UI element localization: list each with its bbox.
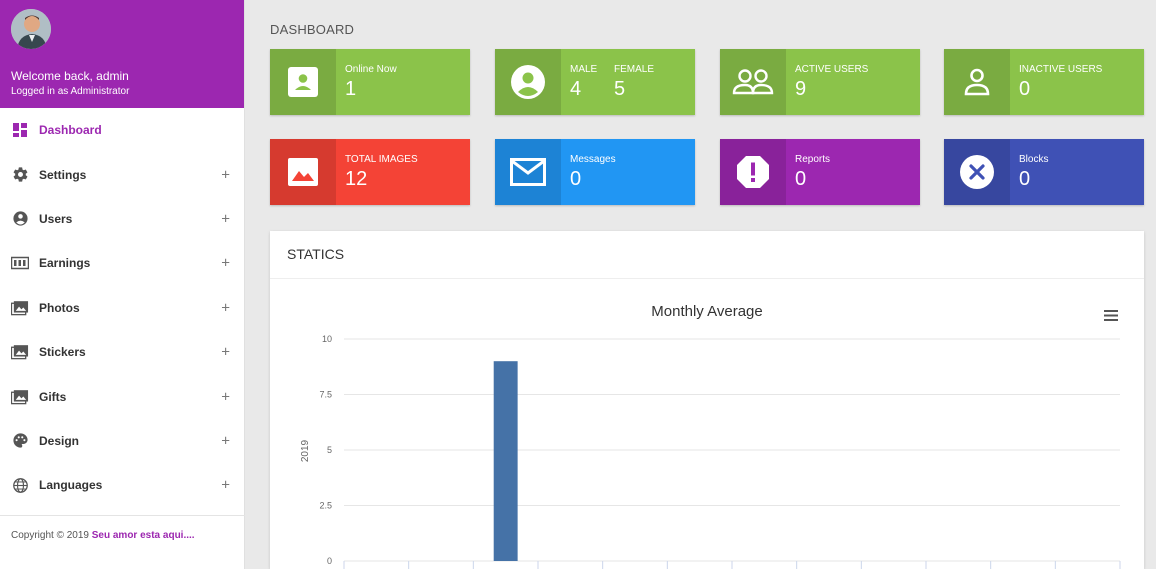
sidebar-item-label: Languages	[39, 478, 103, 493]
sidebar-item-languages[interactable]: Languages +	[0, 463, 244, 507]
sidebar-footer: Copyright © 2019 Seu amor esta aqui....	[0, 515, 245, 555]
money-icon	[11, 254, 29, 272]
sidebar-item-label: Design	[39, 433, 80, 448]
card-reports[interactable]: Reports 0	[720, 139, 920, 205]
expand-icon[interactable]: +	[221, 210, 230, 228]
card-online-now[interactable]: Online Now 1	[270, 49, 470, 115]
expand-icon[interactable]: +	[221, 343, 230, 361]
card-value: 0	[570, 168, 582, 190]
expand-icon[interactable]: +	[221, 166, 230, 184]
y-axis-label: 2019	[300, 439, 311, 462]
sidebar-menu: Dashboard Settings + Users + Earnings +	[0, 108, 244, 508]
card-label: Messages	[570, 154, 616, 165]
avatar[interactable]	[11, 9, 51, 49]
chart-container: Monthly Average 2019 0 2.5 5 7.5 10	[270, 279, 1144, 569]
y-tick-label: 2.5	[319, 501, 332, 511]
sidebar-item-label: Dashboard	[39, 123, 102, 138]
user-card-icon	[270, 49, 336, 115]
sidebar-item-design[interactable]: Design +	[0, 419, 244, 463]
brand-link[interactable]: Seu amor esta aqui....	[91, 530, 195, 541]
expand-icon[interactable]: +	[221, 388, 230, 406]
card-label: ACTIVE USERS	[795, 64, 869, 75]
card-value: 1	[345, 78, 357, 100]
sidebar-item-label: Photos	[39, 300, 80, 315]
sidebar-item-label: Stickers	[39, 345, 86, 360]
photos-icon	[11, 388, 29, 406]
sidebar-item-label: Gifts	[39, 389, 67, 404]
sidebar-item-gifts[interactable]: Gifts +	[0, 374, 244, 418]
photos-icon	[11, 299, 29, 317]
card-label: Online Now	[345, 64, 397, 75]
alert-octagon-icon	[720, 139, 786, 205]
statics-title: STATICS	[270, 231, 1144, 279]
users-group-icon	[720, 49, 786, 115]
card-value: 0	[1019, 168, 1031, 190]
card-messages[interactable]: Messages 0	[495, 139, 695, 205]
image-icon	[270, 139, 336, 205]
chart-bars	[493, 361, 518, 561]
y-tick-label: 0	[327, 556, 332, 566]
card-label: TOTAL IMAGES	[345, 154, 418, 165]
user-panel: Welcome back, admin Logged in as Adminis…	[0, 0, 244, 108]
chart-title: Monthly Average	[651, 303, 762, 320]
gear-icon	[11, 166, 29, 184]
page-title: DASHBOARD	[270, 22, 355, 37]
card-total-images[interactable]: TOTAL IMAGES 12	[270, 139, 470, 205]
user-outline-icon	[944, 49, 1010, 115]
y-tick-label: 5	[327, 445, 332, 455]
card-label-male: MALE	[570, 64, 598, 75]
sidebar-item-stickers[interactable]: Stickers +	[0, 330, 244, 374]
card-value: 9	[795, 78, 807, 100]
copyright-text: Copyright © 2019	[11, 530, 92, 541]
chart-grid	[343, 338, 1121, 569]
y-tick-label: 7.5	[319, 390, 332, 400]
y-tick-label: 10	[322, 334, 332, 344]
card-inactive-users[interactable]: INACTIVE USERS 0	[944, 49, 1144, 115]
sidebar-item-earnings[interactable]: Earnings +	[0, 241, 244, 285]
card-blocks[interactable]: Blocks 0	[944, 139, 1144, 205]
close-circle-icon	[944, 139, 1010, 205]
statics-panel: STATICS Monthly Average 2019 0 2.5 5 7.5 10	[270, 231, 1144, 569]
photos-icon	[11, 343, 29, 361]
card-value: 0	[1019, 78, 1031, 100]
card-value-male: 4	[570, 78, 582, 100]
monthly-average-chart: Monthly Average 2019 0 2.5 5 7.5 10	[300, 303, 1121, 569]
expand-icon[interactable]: +	[221, 476, 230, 494]
chart-bar[interactable]	[493, 361, 518, 561]
card-value-female: 5	[614, 78, 626, 100]
card-label: INACTIVE USERS	[1019, 64, 1103, 75]
sidebar-item-label: Settings	[39, 167, 87, 182]
dashboard-icon	[11, 121, 29, 139]
sidebar: Welcome back, admin Logged in as Adminis…	[0, 0, 245, 569]
sidebar-item-users[interactable]: Users +	[0, 197, 244, 241]
card-label-female: FEMALE	[614, 64, 655, 75]
account-circle-icon	[495, 49, 561, 115]
palette-icon	[11, 432, 29, 450]
expand-icon[interactable]: +	[221, 432, 230, 450]
mail-icon	[495, 139, 561, 205]
sidebar-item-settings[interactable]: Settings +	[0, 152, 244, 196]
sidebar-item-label: Users	[39, 211, 73, 226]
expand-icon[interactable]: +	[221, 254, 230, 272]
expand-icon[interactable]: +	[221, 299, 230, 317]
card-value: 12	[345, 168, 368, 190]
globe-icon	[11, 476, 29, 494]
welcome-text: Welcome back, admin	[11, 69, 129, 83]
role-text: Logged in as Administrator	[11, 86, 130, 97]
card-label: Reports	[795, 154, 831, 165]
sidebar-item-label: Earnings	[39, 256, 91, 271]
card-value: 0	[795, 168, 807, 190]
card-label: Blocks	[1019, 154, 1049, 165]
sidebar-item-dashboard[interactable]: Dashboard	[0, 108, 244, 152]
sidebar-item-photos[interactable]: Photos +	[0, 286, 244, 330]
hamburger-icon[interactable]	[1104, 308, 1118, 326]
card-active-users[interactable]: ACTIVE USERS 9	[720, 49, 920, 115]
card-male-female[interactable]: MALE 4 FEMALE 5	[495, 49, 695, 115]
y-axis-ticks: 0 2.5 5 7.5 10	[319, 334, 332, 566]
user-circle-icon	[11, 210, 29, 228]
